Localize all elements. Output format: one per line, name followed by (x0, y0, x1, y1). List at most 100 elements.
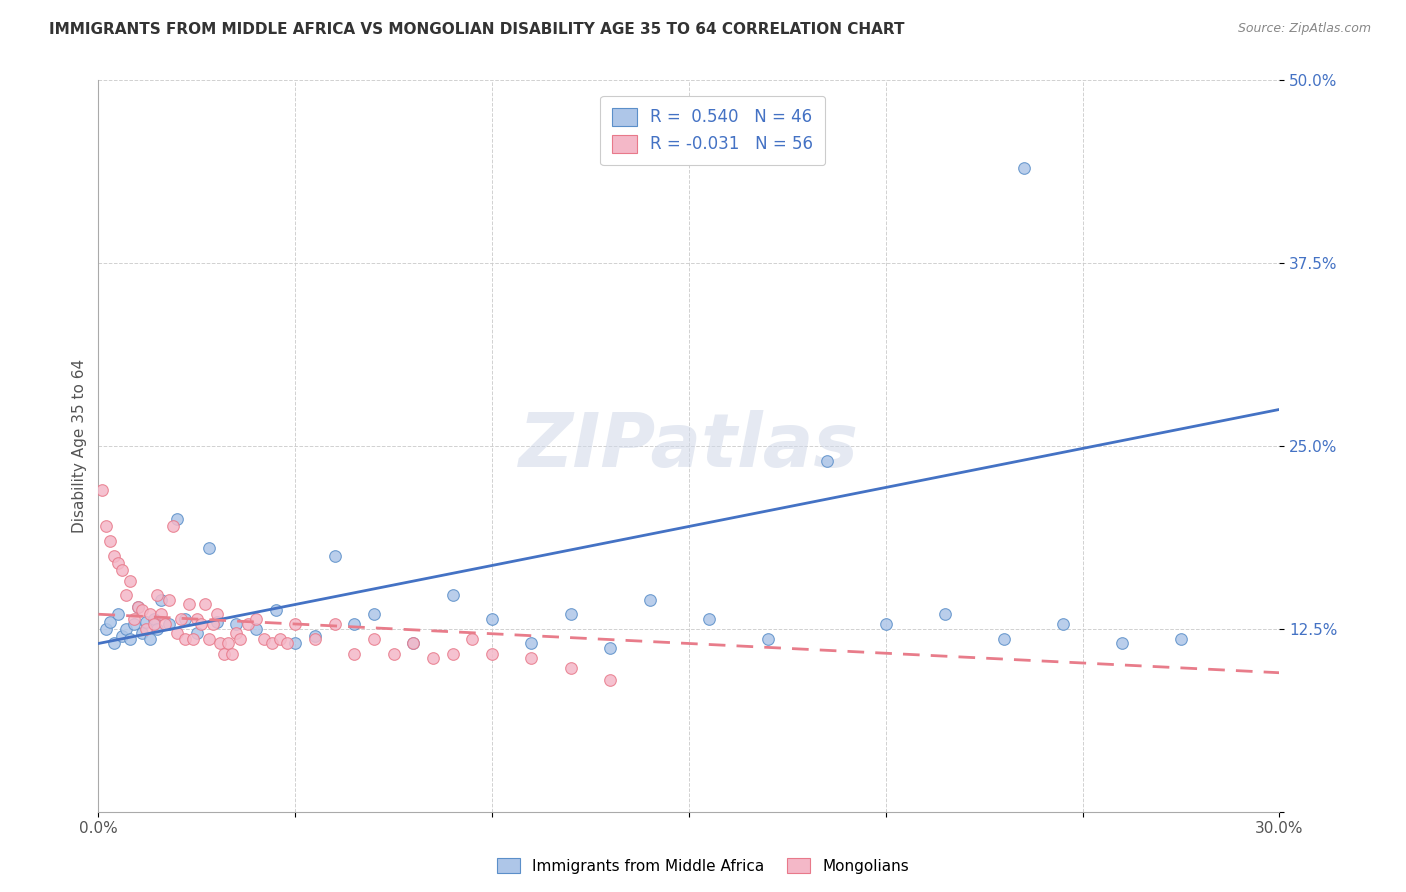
Point (304, 632, 326, 646)
Point (560, 607, 582, 622)
Point (91, 483, 114, 497)
Point (402, 636, 425, 650)
Point (382, 647, 405, 661)
Text: ZIPatlas: ZIPatlas (519, 409, 859, 483)
Point (131, 626, 153, 640)
Point (98, 534, 121, 549)
Point (599, 640, 621, 655)
Point (98, 615, 121, 629)
Point (107, 556, 129, 570)
Point (1012, 161, 1035, 175)
Point (107, 607, 129, 622)
Point (115, 588, 138, 602)
Point (441, 647, 464, 661)
Point (1052, 617, 1074, 632)
Text: Source: ZipAtlas.com: Source: ZipAtlas.com (1237, 22, 1371, 36)
Point (520, 636, 543, 650)
Point (253, 632, 276, 646)
Point (229, 632, 252, 646)
Point (135, 615, 157, 629)
Point (599, 673, 621, 687)
Point (162, 519, 184, 533)
Point (441, 588, 464, 602)
Point (245, 612, 267, 626)
Point (170, 612, 193, 626)
Point (186, 612, 208, 626)
Point (221, 647, 243, 661)
Point (304, 629, 326, 643)
Point (934, 607, 956, 622)
Point (138, 632, 160, 646)
Point (142, 612, 165, 626)
Point (236, 617, 259, 632)
Point (142, 617, 165, 632)
Point (697, 612, 720, 626)
Point (205, 615, 228, 629)
Point (166, 512, 188, 526)
Point (209, 636, 232, 650)
Point (560, 661, 582, 675)
Point (118, 632, 141, 646)
Point (194, 597, 217, 611)
Point (343, 617, 366, 632)
Point (138, 607, 160, 622)
Point (402, 636, 425, 650)
Point (190, 617, 212, 632)
Point (146, 588, 169, 602)
Point (422, 651, 444, 665)
Point (217, 636, 239, 650)
Point (122, 612, 145, 626)
Point (155, 617, 177, 632)
Point (1170, 632, 1192, 646)
Point (111, 629, 134, 643)
Point (245, 622, 267, 636)
Point (177, 597, 200, 611)
Point (131, 603, 153, 617)
Point (118, 574, 141, 588)
Point (363, 632, 385, 646)
Point (146, 622, 169, 636)
Point (96, 519, 118, 533)
Point (103, 636, 125, 650)
Point (276, 636, 298, 650)
Point (122, 617, 145, 632)
Point (363, 607, 385, 622)
Point (127, 599, 149, 614)
Point (284, 636, 307, 650)
Point (875, 617, 897, 632)
Point (756, 632, 779, 646)
Point (481, 647, 503, 661)
Point (157, 592, 180, 607)
Point (150, 607, 173, 622)
Point (186, 626, 208, 640)
Point (269, 632, 291, 646)
Point (111, 563, 134, 577)
Legend: R =  0.540   N = 46, R = -0.031   N = 56: R = 0.540 N = 46, R = -0.031 N = 56 (600, 96, 825, 165)
Y-axis label: Disability Age 35 to 64: Disability Age 35 to 64 (72, 359, 87, 533)
Point (135, 622, 157, 636)
Point (815, 453, 838, 467)
Point (638, 592, 661, 607)
Point (264, 603, 287, 617)
Point (103, 549, 125, 563)
Point (225, 617, 247, 632)
Point (323, 617, 346, 632)
Point (205, 607, 228, 622)
Point (214, 647, 236, 661)
Point (127, 599, 149, 614)
Point (201, 617, 224, 632)
Point (461, 632, 484, 646)
Point (197, 541, 219, 556)
Point (481, 612, 503, 626)
Point (166, 626, 188, 640)
Point (1111, 636, 1133, 650)
Legend: Immigrants from Middle Africa, Mongolians: Immigrants from Middle Africa, Mongolian… (491, 852, 915, 880)
Text: IMMIGRANTS FROM MIDDLE AFRICA VS MONGOLIAN DISABILITY AGE 35 TO 64 CORRELATION C: IMMIGRANTS FROM MIDDLE AFRICA VS MONGOLI… (49, 22, 904, 37)
Point (520, 651, 543, 665)
Point (174, 612, 197, 626)
Point (115, 622, 138, 636)
Point (157, 617, 180, 632)
Point (96, 622, 118, 636)
Point (284, 617, 307, 632)
Point (260, 636, 283, 650)
